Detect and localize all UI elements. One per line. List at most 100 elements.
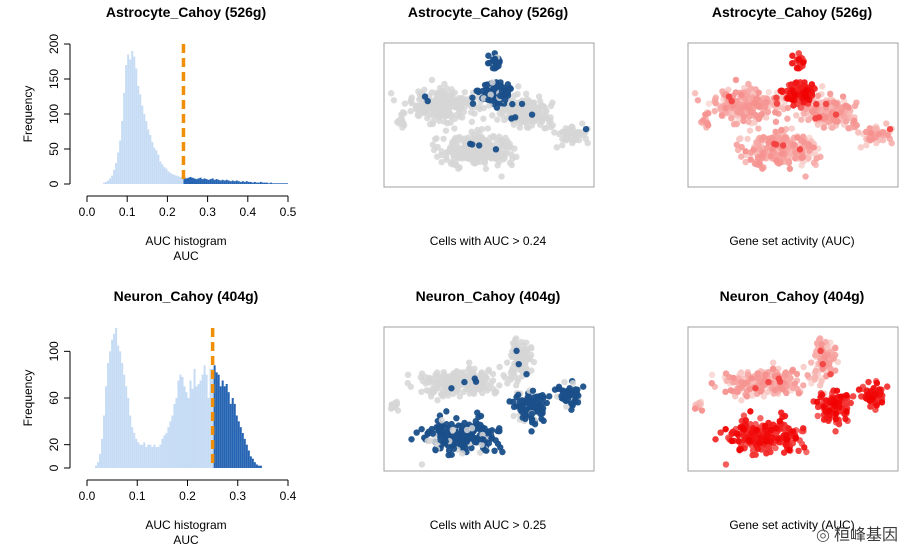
histogram-bar — [139, 444, 142, 468]
cell-point — [781, 412, 789, 420]
histogram-bar — [219, 386, 222, 468]
cell-point — [820, 124, 828, 131]
cell-point — [522, 90, 530, 98]
cell-point — [792, 155, 799, 162]
cell-point — [818, 377, 825, 385]
cell-point — [438, 96, 445, 103]
cell-point — [837, 393, 845, 400]
cell-point — [868, 395, 876, 403]
cell-point — [728, 430, 735, 437]
histogram-bar — [239, 427, 242, 468]
chart-title: Astrocyte_Cahoy (526g) — [408, 4, 568, 20]
cell-point — [755, 125, 762, 132]
cell-point — [738, 143, 745, 151]
histogram-bar — [115, 328, 118, 468]
cell-point — [434, 91, 441, 99]
cell-point — [764, 108, 772, 116]
cell-point — [553, 144, 560, 151]
cell-point — [814, 92, 822, 99]
histogram-bar — [245, 181, 248, 184]
cell-point — [745, 118, 752, 125]
cell-point — [489, 112, 496, 119]
histogram-bar — [115, 163, 118, 184]
cell-point — [742, 158, 749, 166]
cell-point — [741, 436, 748, 444]
cell-point — [510, 121, 518, 128]
cell-point — [515, 83, 522, 90]
cell-point — [478, 441, 485, 448]
cell-point — [477, 412, 485, 420]
histogram-bar — [131, 427, 134, 468]
histogram-bar — [209, 179, 212, 184]
cell-point — [733, 97, 740, 105]
cell-point — [812, 351, 819, 359]
cell-point — [467, 140, 474, 148]
histogram-bar — [103, 182, 106, 184]
cell-point — [800, 382, 807, 389]
histogram-bar — [159, 161, 162, 184]
cell-point — [460, 108, 468, 116]
y-tick-label: 20 — [47, 438, 61, 452]
histogram-bar — [201, 179, 204, 184]
cell-point — [459, 450, 466, 457]
cell-point — [752, 385, 759, 392]
cell-point — [528, 367, 535, 374]
x-tick-label: 0.2 — [179, 489, 196, 503]
histogram-bar — [191, 177, 194, 184]
cell-point — [733, 141, 740, 148]
histogram-bar — [103, 415, 106, 468]
cell-point — [547, 102, 555, 110]
cell-point — [564, 395, 572, 403]
cell-point — [441, 118, 448, 125]
cell-point — [754, 445, 762, 452]
histogram-bar — [155, 150, 158, 184]
cell-point — [569, 379, 577, 387]
cell-point — [722, 461, 730, 468]
cell-point — [452, 159, 459, 166]
histogram-bar — [205, 179, 208, 184]
cell-point — [538, 118, 546, 125]
cell-point — [832, 111, 840, 118]
cell-point — [563, 129, 571, 137]
histogram-bar — [227, 180, 230, 184]
histogram-bar — [141, 105, 144, 184]
cell-point — [475, 386, 483, 393]
cell-point — [535, 93, 543, 100]
cell-point — [772, 118, 780, 126]
cell-point — [563, 137, 570, 144]
cell-point — [450, 370, 457, 377]
cell-point — [458, 371, 465, 378]
cell-point — [691, 90, 699, 97]
cell-point — [751, 119, 758, 126]
cell-point — [433, 153, 441, 160]
cell-point — [826, 407, 833, 415]
cell-point — [820, 403, 827, 410]
histogram-bar — [107, 363, 110, 468]
cell-point — [489, 64, 497, 72]
cell-point — [771, 386, 779, 394]
cell-point — [802, 87, 810, 95]
histogram-bar — [247, 181, 250, 184]
cell-point — [847, 399, 854, 407]
cell-point — [786, 447, 793, 454]
histogram-bar — [219, 180, 222, 184]
cell-point — [487, 91, 494, 98]
cell-point — [746, 127, 754, 134]
histogram-bar — [253, 462, 256, 468]
cell-point — [826, 90, 834, 98]
histogram-bar — [221, 179, 224, 184]
cell-point — [742, 417, 750, 424]
histogram-bar — [213, 365, 216, 468]
cell-point — [745, 104, 752, 111]
cell-point — [834, 358, 842, 366]
histogram-bar — [221, 380, 224, 468]
cell-point — [776, 378, 784, 385]
histogram-bar — [123, 374, 126, 468]
cell-point — [418, 461, 426, 468]
cell-point — [513, 347, 520, 355]
cell-point — [429, 141, 436, 148]
histogram-bar — [237, 181, 240, 184]
cell-point — [764, 388, 771, 396]
cell-point — [505, 108, 512, 115]
cell-point — [851, 102, 859, 110]
